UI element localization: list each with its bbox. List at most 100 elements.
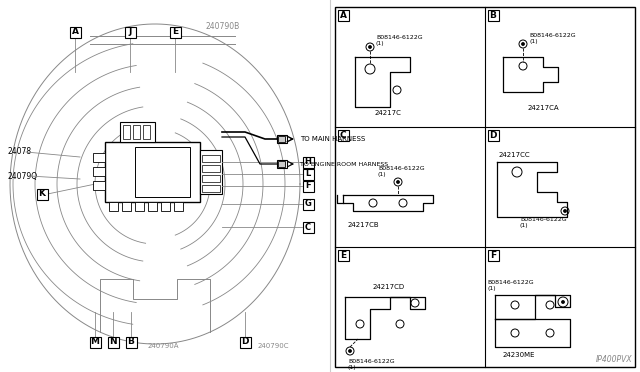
Text: IP400PVX: IP400PVX xyxy=(595,355,632,364)
Text: 240790B: 240790B xyxy=(205,22,239,31)
Text: A: A xyxy=(339,10,346,19)
Circle shape xyxy=(369,46,371,48)
Bar xyxy=(202,175,220,182)
Text: K: K xyxy=(38,189,45,199)
Circle shape xyxy=(397,181,399,183)
Bar xyxy=(93,181,105,190)
Text: B08146-6122G: B08146-6122G xyxy=(487,280,534,285)
Text: 24217CD: 24217CD xyxy=(373,284,405,290)
Text: (1): (1) xyxy=(376,41,385,46)
Text: 24079Q: 24079Q xyxy=(8,171,38,180)
Bar xyxy=(135,202,144,211)
Bar xyxy=(125,26,136,38)
Text: B08146-6122G: B08146-6122G xyxy=(378,166,424,171)
Bar xyxy=(337,129,349,141)
Text: B08146-6122G: B08146-6122G xyxy=(348,359,395,364)
Bar xyxy=(125,337,136,347)
Text: M: M xyxy=(90,337,99,346)
Bar xyxy=(202,155,220,162)
Text: 24217CB: 24217CB xyxy=(348,222,380,228)
Text: B: B xyxy=(127,337,134,346)
Text: 240790A: 240790A xyxy=(148,343,179,349)
Text: H: H xyxy=(305,157,312,167)
Bar xyxy=(303,221,314,232)
Bar xyxy=(303,180,314,192)
Bar xyxy=(36,189,47,199)
Bar xyxy=(200,150,222,194)
Bar xyxy=(161,202,170,211)
Circle shape xyxy=(349,350,351,352)
Polygon shape xyxy=(343,195,433,211)
Text: TO ENGINE ROOM HARNESS: TO ENGINE ROOM HARNESS xyxy=(300,161,388,167)
Bar xyxy=(202,165,220,172)
Text: D: D xyxy=(241,337,249,346)
Bar xyxy=(488,250,499,260)
Text: B: B xyxy=(490,10,497,19)
Bar xyxy=(93,153,105,162)
Text: E: E xyxy=(172,28,178,36)
Text: (1): (1) xyxy=(348,365,356,370)
Bar xyxy=(135,147,190,197)
Circle shape xyxy=(564,210,566,212)
Bar xyxy=(278,161,285,167)
Bar xyxy=(109,202,118,211)
Bar xyxy=(303,157,314,167)
Text: G: G xyxy=(305,199,312,208)
Bar xyxy=(133,125,140,139)
Text: 24217C: 24217C xyxy=(375,110,402,116)
Bar xyxy=(277,160,287,168)
Text: F: F xyxy=(490,250,496,260)
Polygon shape xyxy=(495,295,570,319)
Bar xyxy=(123,125,130,139)
Text: 24217CC: 24217CC xyxy=(499,152,531,158)
Text: (1): (1) xyxy=(487,286,495,291)
Text: J: J xyxy=(128,28,132,36)
Text: 240790C: 240790C xyxy=(258,343,289,349)
Bar xyxy=(108,337,118,347)
Bar xyxy=(90,337,100,347)
Circle shape xyxy=(562,301,564,303)
Text: B08146-6122G: B08146-6122G xyxy=(376,35,422,40)
Text: 24230ME: 24230ME xyxy=(503,352,536,358)
Bar xyxy=(277,135,287,143)
Text: B08146-6122G: B08146-6122G xyxy=(520,217,566,222)
Bar xyxy=(278,136,285,142)
Text: F: F xyxy=(305,182,311,190)
Circle shape xyxy=(522,43,524,45)
Bar xyxy=(174,202,183,211)
Text: (1): (1) xyxy=(378,172,387,177)
Bar xyxy=(337,10,349,20)
Text: N: N xyxy=(109,337,117,346)
Polygon shape xyxy=(503,57,558,92)
Bar xyxy=(122,202,131,211)
Bar xyxy=(337,250,349,260)
Bar xyxy=(335,7,635,367)
Polygon shape xyxy=(345,297,425,339)
Bar xyxy=(143,125,150,139)
Bar xyxy=(303,169,314,180)
Bar xyxy=(488,129,499,141)
Bar xyxy=(239,337,250,347)
Text: (1): (1) xyxy=(520,223,529,228)
Text: TO MAIN HARNESS: TO MAIN HARNESS xyxy=(300,136,365,142)
Text: (1): (1) xyxy=(529,39,538,44)
Text: E: E xyxy=(340,250,346,260)
Text: C: C xyxy=(340,131,346,140)
Text: C: C xyxy=(305,222,311,231)
Bar xyxy=(105,142,200,202)
Polygon shape xyxy=(495,319,570,347)
Text: A: A xyxy=(72,28,79,36)
Bar xyxy=(148,202,157,211)
Text: 24217CA: 24217CA xyxy=(528,105,559,111)
Bar xyxy=(170,26,180,38)
Text: 24078: 24078 xyxy=(8,148,32,157)
Text: B08146-6122G: B08146-6122G xyxy=(529,33,575,38)
Text: L: L xyxy=(305,170,310,179)
Polygon shape xyxy=(355,57,410,107)
Bar xyxy=(70,26,81,38)
Bar xyxy=(120,122,155,142)
Bar xyxy=(202,185,220,192)
Bar xyxy=(93,167,105,176)
Bar xyxy=(488,10,499,20)
Bar xyxy=(303,199,314,209)
